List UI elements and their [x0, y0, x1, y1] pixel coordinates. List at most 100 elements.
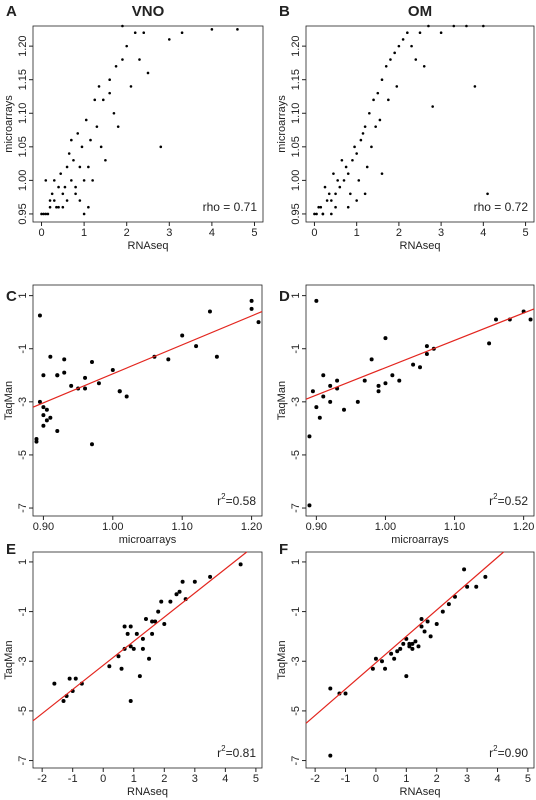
data-point: [389, 58, 392, 61]
data-point: [168, 599, 173, 604]
data-point: [487, 341, 492, 346]
data-point: [363, 192, 367, 196]
data-point: [376, 383, 381, 388]
data-point: [61, 192, 65, 196]
data-point: [52, 179, 56, 182]
data-point: [162, 622, 167, 626]
data-point: [424, 352, 429, 357]
data-point: [48, 415, 53, 420]
data-point: [486, 192, 489, 196]
data-point: [410, 646, 415, 651]
y-tick-label: -3: [290, 656, 302, 666]
data-point: [389, 651, 394, 656]
data-point: [334, 205, 337, 209]
data-point: [397, 378, 402, 383]
data-point: [407, 641, 412, 646]
data-point: [89, 360, 94, 364]
x-tick-label: 1.10: [171, 521, 192, 533]
data-point: [180, 31, 184, 35]
annotation: r2=0.81: [217, 744, 256, 760]
data-point: [351, 158, 354, 162]
y-tick-label: 0.95: [290, 203, 302, 224]
data-point: [390, 373, 395, 378]
x-axis-label: RNAseq: [128, 240, 169, 252]
plot-frame: [305, 25, 535, 223]
data-point: [315, 212, 318, 216]
data-point: [72, 158, 75, 162]
annotation-base: r: [489, 746, 493, 760]
data-point: [395, 649, 400, 654]
data-point: [363, 125, 367, 128]
data-point: [41, 405, 46, 410]
annotation-text: =0.52: [498, 494, 529, 508]
data-point: [156, 609, 161, 614]
data-point: [104, 158, 107, 162]
data-point: [380, 659, 384, 664]
data-point: [328, 399, 333, 404]
x-tick-label: 3: [166, 227, 172, 239]
x-tick-label: 5: [251, 227, 257, 239]
data-point: [40, 212, 43, 216]
data-point: [83, 375, 88, 380]
data-point: [376, 91, 380, 95]
data-point: [434, 622, 439, 626]
x-tick-label: 2: [161, 773, 167, 785]
data-point: [317, 205, 320, 209]
data-point: [465, 24, 468, 28]
data-point: [383, 381, 388, 386]
data-point: [50, 192, 54, 196]
y-tick-label: -5: [17, 450, 29, 460]
y-tick-label: 0.95: [17, 203, 29, 224]
data-point: [319, 205, 323, 209]
data-point: [355, 152, 358, 155]
data-point: [249, 306, 254, 311]
data-point: [494, 317, 498, 322]
data-point: [61, 205, 65, 209]
data-point: [378, 118, 382, 122]
data-point: [112, 111, 116, 115]
annotation-sup: 2: [221, 744, 226, 753]
data-point: [82, 212, 86, 216]
data-point: [328, 383, 333, 388]
data-point: [52, 199, 56, 202]
y-tick-label: 1.10: [17, 103, 29, 124]
fit-line: [305, 551, 504, 724]
data-point: [370, 666, 375, 671]
data-point: [78, 165, 82, 169]
data-point: [314, 405, 319, 410]
data-point: [404, 674, 409, 679]
y-axis-label: microarrays: [3, 95, 15, 153]
x-tick-label: 1.10: [444, 521, 465, 533]
panel-letter: F: [279, 541, 288, 558]
data-point: [431, 105, 434, 108]
annotation: r2=0.58: [217, 492, 256, 508]
data-point: [70, 179, 73, 182]
data-point: [116, 654, 121, 659]
data-point: [133, 31, 137, 35]
x-tick-label: 0.90: [33, 521, 54, 533]
data-point: [353, 145, 356, 149]
data-point: [65, 199, 69, 202]
data-point: [369, 357, 374, 362]
data-point: [393, 51, 396, 55]
x-tick-label: 2: [434, 773, 440, 785]
data-point: [413, 639, 418, 644]
y-tick-label: 1: [290, 559, 302, 565]
data-point: [74, 185, 77, 189]
data-point: [406, 31, 409, 35]
annotation-text: rho = 0.71: [203, 200, 258, 214]
data-point: [462, 567, 467, 572]
data-point: [325, 199, 329, 202]
data-point: [82, 179, 86, 182]
data-point: [238, 562, 243, 567]
x-axis-label: microarrays: [391, 534, 449, 546]
y-tick-label: -5: [17, 706, 29, 716]
annotation-base: r: [489, 494, 493, 508]
data-point: [143, 617, 148, 622]
x-tick-label: 0: [373, 773, 379, 785]
y-tick-label: -1: [17, 344, 29, 354]
data-point: [67, 676, 72, 681]
y-tick-label: -3: [17, 397, 29, 407]
data-point: [373, 656, 378, 661]
